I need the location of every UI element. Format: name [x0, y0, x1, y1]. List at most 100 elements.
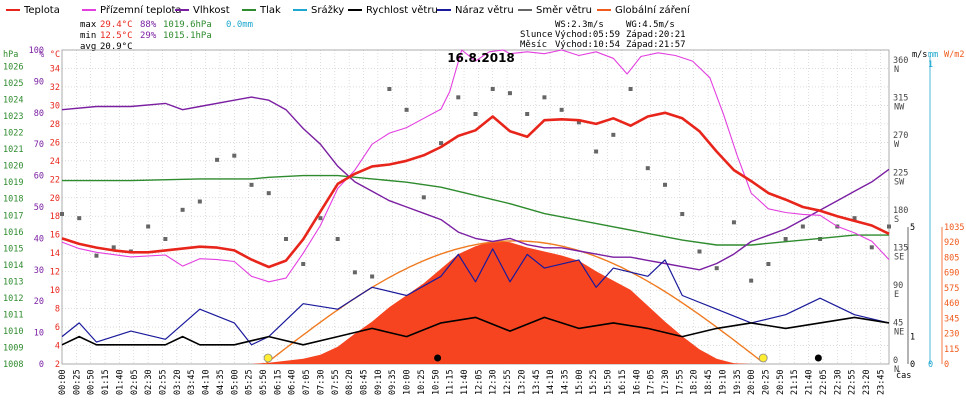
series-prizemni-teplota: [61, 49, 890, 283]
tick-humidity: 60: [34, 172, 44, 182]
tick-time: 04:10: [202, 369, 212, 395]
tick-time: 07:05: [302, 369, 312, 395]
stat-max-label: max: [80, 20, 97, 30]
stat-min-label: min: [80, 31, 96, 41]
wind-direction-point: [439, 141, 444, 146]
axis-unit-ms: m/s: [912, 50, 927, 60]
tick-wind-speed: 5: [910, 223, 915, 233]
tick-compass: SW: [894, 178, 905, 188]
series-teplota: [61, 111, 890, 269]
tick-radiation: 690: [944, 269, 959, 279]
tick-wind-direction: 135: [893, 244, 908, 254]
tick-time: 02:55: [159, 369, 169, 395]
sunset-marker: [758, 353, 768, 363]
tick-pressure: 1016: [3, 228, 23, 238]
series-rychlost-vetru: [61, 316, 890, 346]
tick-time: 01:40: [115, 369, 125, 395]
tick-time: 15:00: [575, 369, 585, 395]
tick-time: 10:25: [417, 369, 427, 395]
right-axes: m/s mm W/m204590135180225270315360NNEESESS…: [893, 50, 964, 375]
wind-direction-point: [249, 182, 254, 187]
tick-temperature: 8: [55, 305, 60, 315]
tick-time: 03:20: [173, 369, 183, 395]
wind-direction-point: [456, 95, 461, 100]
stat-max-rain: 0.0mm: [226, 20, 253, 30]
wind-direction-point: [60, 212, 64, 216]
wind-direction-point: [318, 216, 323, 221]
wind-direction-point: [783, 237, 788, 241]
tick-pressure: 1008: [3, 360, 23, 370]
tick-time: 19:35: [733, 369, 743, 395]
tick-time: 02:30: [144, 369, 154, 395]
wind-direction-point: [800, 224, 805, 229]
tick-time: 08:20: [345, 369, 355, 395]
tick-compass: E: [894, 290, 899, 300]
wind-direction-point: [490, 87, 495, 91]
stat-avg-label: avg: [80, 42, 96, 52]
tick-compass: NW: [894, 103, 905, 113]
wind-direction-point: [525, 112, 530, 116]
tick-time: 20:25: [762, 369, 772, 395]
moon-set: Západ:21:57: [626, 40, 686, 50]
tick-time: 17:05: [647, 369, 657, 395]
axis-unit-wm2: W/m2: [944, 50, 964, 60]
tick-pressure: 1009: [3, 343, 23, 353]
grid: [61, 49, 890, 365]
tick-temperature: 28: [50, 120, 60, 130]
sun-moon-block: WS:2.3m/s WG:4.5m/s Slunce Východ:05:59 Zápa…: [520, 20, 686, 50]
tick-time: 13:20: [517, 369, 527, 395]
tick-time: 15:25: [589, 369, 599, 395]
tick-radiation: 1035: [944, 223, 964, 233]
tick-humidity: 90: [34, 77, 44, 87]
tick-temperature: 26: [50, 138, 60, 148]
tick-wind-direction: 45: [893, 319, 903, 329]
wind-direction-point: [869, 245, 874, 250]
legend-label: Tlak: [259, 5, 281, 16]
tick-time: 07:55: [331, 369, 341, 395]
tick-pressure: 1024: [3, 96, 23, 106]
tick-compass: W: [894, 140, 900, 150]
tick-temperature: 6: [55, 323, 60, 333]
wind-direction-point: [731, 220, 736, 225]
tick-temperature: 34: [50, 64, 60, 74]
tick-radiation: 460: [944, 299, 959, 309]
tick-humidity: 70: [34, 140, 44, 150]
wind-direction-point: [146, 224, 151, 229]
tick-wind-direction: 360: [893, 56, 908, 66]
tick-time: 13:45: [532, 369, 542, 395]
tick-compass: S: [894, 215, 899, 225]
tick-pressure: 1012: [3, 294, 23, 304]
tick-temperature: 2: [55, 360, 60, 370]
stat-avg-temp: 20.9°C: [100, 42, 133, 52]
series-smer-vetru: [60, 87, 891, 283]
stat-max-temp: 29.4°C: [100, 20, 133, 30]
tick-time: 02:05: [130, 369, 140, 395]
tick-time: 18:20: [690, 369, 700, 395]
stat-min-temp: 12.5°C: [100, 31, 133, 41]
tick-temperature: 20: [50, 194, 60, 204]
tick-wind-direction: 180: [893, 206, 908, 216]
tick-humidity: 30: [34, 266, 44, 276]
tick-time: 05:50: [259, 369, 269, 395]
tick-time: 11:40: [460, 369, 470, 395]
series-naraz-vetru: [61, 248, 890, 346]
wind-direction-point: [283, 237, 288, 241]
tick-radiation: 805: [944, 253, 959, 263]
tick-temperature: 18: [50, 212, 60, 222]
tick-temperature: 16: [50, 231, 60, 241]
left-axes: hPa% °C1008100910101011101210131014101510…: [3, 46, 60, 370]
wind-direction-point: [697, 249, 702, 254]
wind-direction-point: [232, 153, 237, 158]
legend-label: Srážky: [311, 4, 344, 16]
tick-humidity: 0: [39, 360, 44, 370]
tick-rain: 1: [928, 60, 933, 70]
tick-time: 11:15: [446, 369, 456, 395]
wind-direction-point: [197, 199, 202, 204]
tick-pressure: 1022: [3, 129, 23, 139]
series-globalni-zareni: [251, 240, 752, 364]
tick-pressure: 1026: [3, 63, 23, 73]
wind-direction-point: [370, 274, 375, 279]
tick-pressure: 1015: [3, 244, 23, 254]
tick-time: 21:15: [790, 369, 800, 395]
